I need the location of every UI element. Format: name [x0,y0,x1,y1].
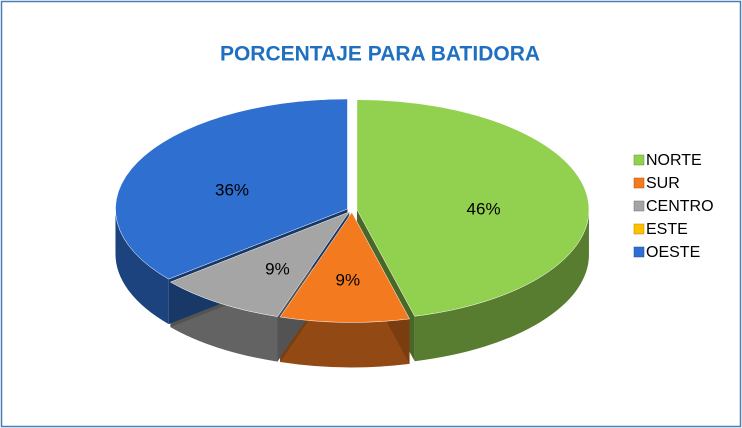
pie-slice-side [414,209,589,362]
data-label: 46% [467,200,501,219]
legend-label: SUR [646,175,680,192]
pie-slice [115,98,348,280]
legend-swatch [633,154,645,166]
legend-label: OESTE [646,244,700,261]
pie-slice [169,211,350,317]
legend-swatch [633,246,645,258]
pie-slice-side [115,208,169,325]
pie-slice [356,99,590,317]
legend-label: ESTE [646,221,688,238]
legend-swatch [633,200,645,212]
legend-label: NORTE [646,152,702,169]
legend-label: CENTRO [646,198,714,215]
chart-title: PORCENTAJE PARA BATIDORA [220,43,540,66]
data-label: 9% [336,270,361,289]
data-label: 36% [215,181,249,200]
data-label: 9% [265,259,290,278]
legend-swatch [633,223,645,235]
legend-swatch [633,177,645,189]
pie-slice-side [280,316,410,368]
pie-slice [279,211,410,323]
